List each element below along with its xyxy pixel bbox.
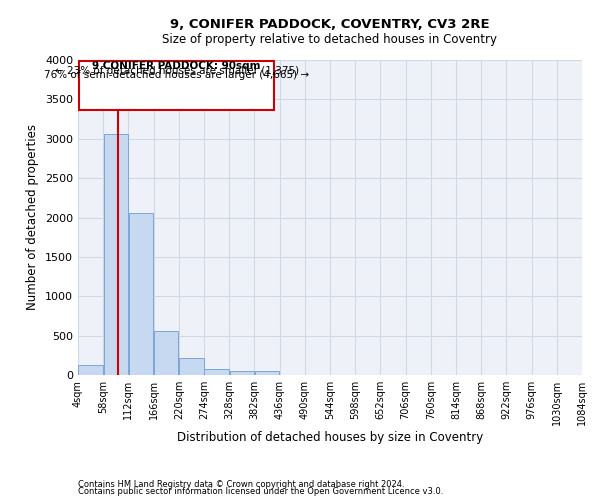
Text: 76% of semi-detached houses are larger (4,665) →: 76% of semi-detached houses are larger (… <box>44 70 309 80</box>
Bar <box>179 358 203 375</box>
Bar <box>79 365 103 375</box>
Y-axis label: Number of detached properties: Number of detached properties <box>26 124 40 310</box>
Text: Size of property relative to detached houses in Coventry: Size of property relative to detached ho… <box>163 32 497 46</box>
Text: 9, CONIFER PADDOCK, COVENTRY, CV3 2RE: 9, CONIFER PADDOCK, COVENTRY, CV3 2RE <box>170 18 490 30</box>
Text: 9 CONIFER PADDOCK: 90sqm: 9 CONIFER PADDOCK: 90sqm <box>92 60 261 70</box>
Bar <box>154 331 178 375</box>
Text: Contains public sector information licensed under the Open Government Licence v3: Contains public sector information licen… <box>78 488 443 496</box>
Bar <box>79 61 274 110</box>
Text: ← 23% of detached houses are smaller (1,375): ← 23% of detached houses are smaller (1,… <box>55 65 299 75</box>
Bar <box>205 368 229 375</box>
Bar <box>104 134 128 375</box>
Text: Contains HM Land Registry data © Crown copyright and database right 2024.: Contains HM Land Registry data © Crown c… <box>78 480 404 489</box>
Bar <box>255 371 279 375</box>
Bar <box>129 213 153 375</box>
Bar <box>230 371 254 375</box>
X-axis label: Distribution of detached houses by size in Coventry: Distribution of detached houses by size … <box>177 430 483 444</box>
